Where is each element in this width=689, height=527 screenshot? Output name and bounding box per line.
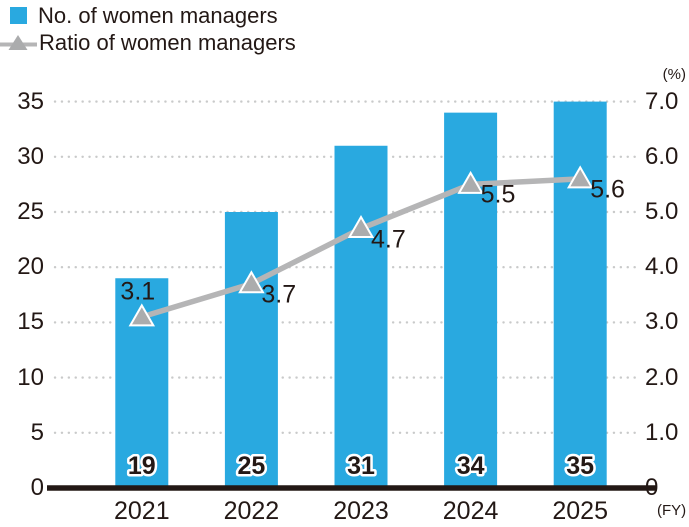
left-axis-tick-label: 35: [17, 87, 44, 115]
ratio-value-label: 5.5: [480, 180, 516, 209]
ratio-value-label: 4.7: [371, 225, 406, 254]
line-series-marker-icon: [0, 34, 37, 50]
ratio-value-label: 3.1: [120, 277, 156, 306]
triangle-marker-2024: [457, 170, 484, 194]
bar-series-swatch-icon: [10, 7, 27, 24]
right-axis-tick-label: 5.0: [645, 198, 679, 225]
ratio-value-label: 5.6: [590, 175, 625, 204]
triangle-marker-2022: [238, 270, 265, 294]
right-axis-tick-label: 2.0: [645, 363, 679, 391]
triangle-marker-2025: [566, 165, 594, 189]
bar-value-label: 31: [347, 452, 375, 480]
legend: No. of women managers Ratio of women man…: [0, 2, 296, 56]
left-axis-tick-label: 25: [17, 198, 44, 225]
left-axis-tick-label: 20: [17, 253, 44, 281]
right-axis-tick-label: 0: [645, 474, 659, 501]
left-axis-tick-label: 30: [17, 142, 44, 170]
right-axis-tick-label: 7.0: [645, 87, 679, 115]
legend-item-bar-series: No. of women managers: [0, 2, 296, 29]
bar-value-label: 19: [128, 452, 156, 480]
triangle-marker-2023: [347, 215, 375, 239]
x-axis-category-label: 2024: [442, 497, 499, 525]
right-axis-unit-label: (%): [662, 66, 686, 83]
left-axis-tick-label: 10: [17, 363, 44, 391]
right-axis-tick-label: 3.0: [645, 308, 679, 336]
ratio-value-label: 3.7: [261, 280, 297, 309]
right-axis-tick-label: 1.0: [645, 418, 679, 446]
bar-value-label: 25: [237, 452, 265, 480]
bar-value-label: 34: [457, 452, 485, 480]
left-axis-tick-label: 15: [17, 308, 44, 336]
x-axis-category-label: 2021: [113, 497, 170, 525]
left-axis-tick-label: 5: [30, 418, 44, 446]
x-axis-category-label: 2023: [333, 497, 389, 525]
legend-label-line-series: Ratio of women managers: [39, 30, 296, 55]
x-axis-category-label: 2025: [552, 497, 608, 525]
triangle-marker-2021: [128, 303, 156, 327]
bar-2023: [334, 145, 388, 488]
legend-label-bar-series: No. of women managers: [38, 3, 278, 28]
x-axis-category-label: 2022: [223, 497, 280, 525]
bar-value-label: 35: [566, 452, 594, 480]
legend-item-line-series: Ratio of women managers: [0, 29, 296, 56]
x-axis-unit-label: (FY): [657, 502, 687, 519]
bar-2022: [224, 212, 278, 488]
right-axis-tick-label: 6.0: [645, 142, 679, 170]
left-axis-tick-label: 0: [30, 474, 44, 501]
right-axis-tick-label: 4.0: [645, 253, 679, 281]
